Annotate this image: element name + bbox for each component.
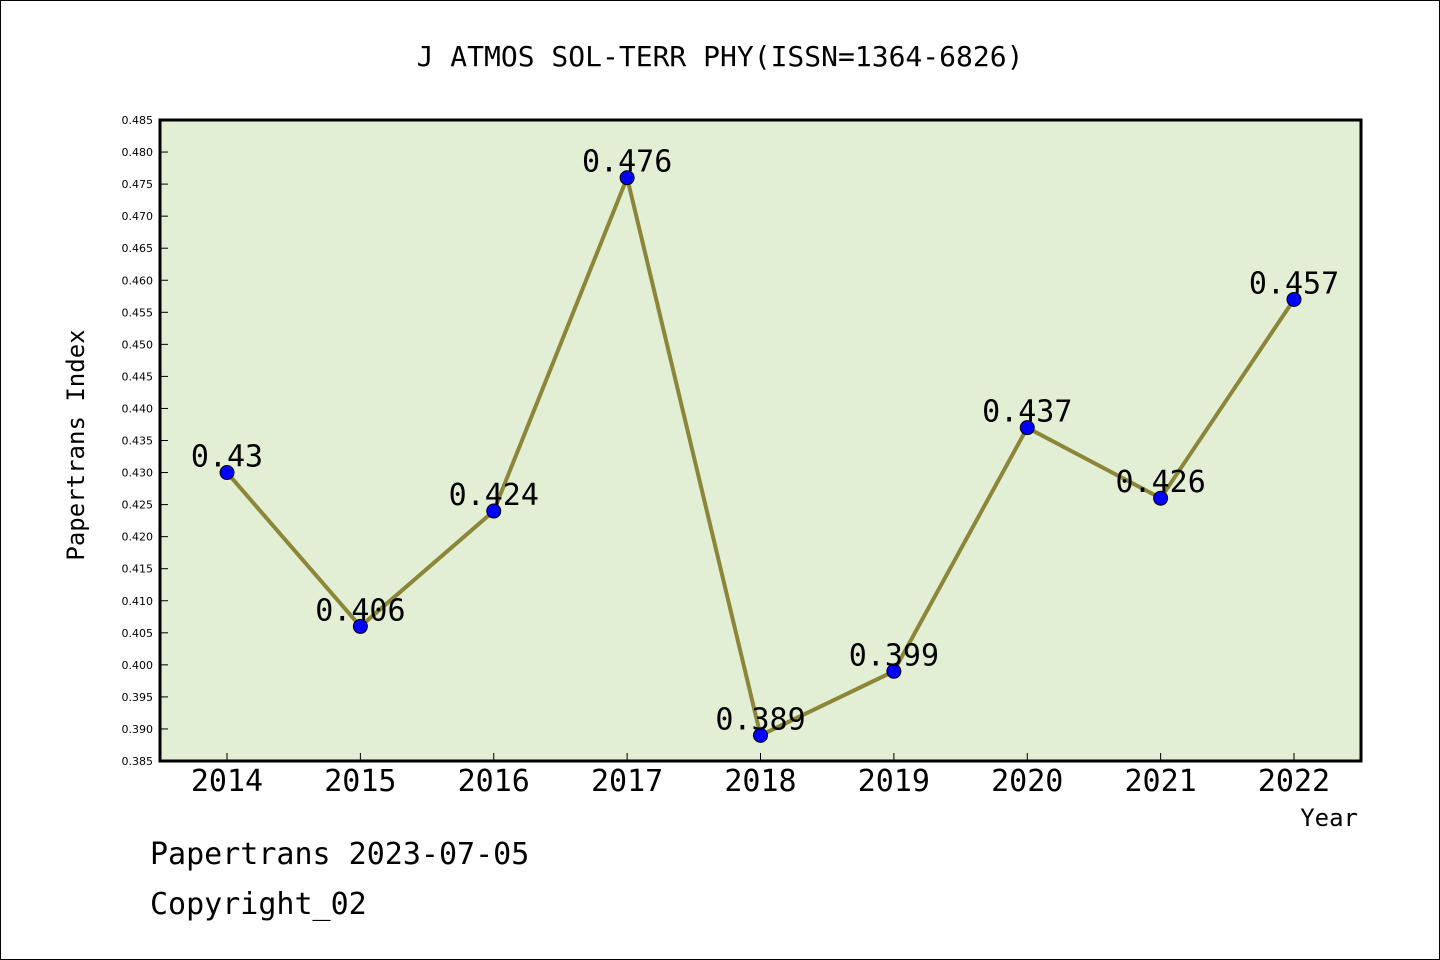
x-tick-label: 2017	[591, 764, 663, 799]
x-tick-label: 2020	[991, 764, 1063, 799]
data-point	[1153, 490, 1169, 506]
plot-frame	[158, 118, 1363, 763]
y-tick-label: 0.445	[122, 370, 154, 383]
footer-copyright: Copyright_02	[150, 887, 367, 922]
x-tick-label: 2021	[1125, 764, 1197, 799]
data-point	[219, 465, 235, 481]
x-axis-label: Year	[1300, 804, 1358, 832]
x-axis: 2014 2015 2016 2017 2018 2019 2020 2021 2022	[191, 753, 1330, 799]
y-tick-label: 0.460	[122, 274, 154, 287]
x-tick-label: 2019	[858, 764, 930, 799]
y-tick-label: 0.455	[122, 306, 154, 319]
data-label: 0.43	[191, 440, 263, 475]
data-label: 0.437	[982, 395, 1072, 430]
y-tick-label: 0.475	[122, 178, 154, 191]
y-tick-label: 0.425	[122, 499, 154, 512]
y-tick-label: 0.410	[122, 595, 154, 608]
x-tick-label: 2015	[324, 764, 396, 799]
footer-date: Papertrans 2023-07-05	[150, 837, 529, 872]
plot-area	[160, 120, 1361, 761]
data-label: 0.476	[582, 145, 672, 180]
x-tick-label: 2018	[724, 764, 796, 799]
y-tick-label: 0.390	[122, 723, 154, 736]
y-tick-label: 0.405	[122, 627, 154, 640]
data-point	[352, 618, 368, 634]
data-label: 0.426	[1115, 465, 1205, 500]
data-label: 0.457	[1249, 266, 1339, 301]
data-label: 0.424	[449, 478, 539, 513]
data-point	[486, 503, 502, 519]
chart-title: J ATMOS SOL-TERR PHY(ISSN=1364-6826)	[417, 40, 1024, 73]
y-tick-label: 0.400	[122, 659, 154, 672]
y-tick-label: 0.485	[122, 114, 154, 127]
y-tick-label: 0.420	[122, 531, 154, 544]
x-tick-label: 2014	[191, 764, 263, 799]
data-point	[1019, 420, 1035, 436]
data-point	[886, 663, 902, 679]
y-tick-label: 0.430	[122, 467, 154, 480]
y-tick-label: 0.470	[122, 210, 154, 223]
data-labels: 0.43 0.406 0.424 0.476 0.389 0.399 0.437 0.426 0…	[191, 145, 1339, 738]
y-tick-label: 0.465	[122, 242, 154, 255]
data-point	[619, 170, 635, 186]
y-tick-label: 0.435	[122, 435, 154, 448]
data-point	[753, 727, 768, 743]
y-tick-label: 0.415	[122, 563, 154, 576]
data-label: 0.389	[715, 702, 805, 737]
y-tick-label: 0.395	[122, 691, 154, 704]
y-tick-label: 0.440	[122, 402, 154, 415]
x-tick-label: 2022	[1258, 764, 1330, 799]
y-tick-label: 0.480	[122, 146, 154, 159]
data-label: 0.399	[849, 638, 939, 673]
data-label: 0.406	[315, 593, 405, 628]
y-tick-label: 0.450	[122, 338, 154, 351]
data-point	[1286, 291, 1302, 307]
data-points	[219, 170, 1302, 743]
y-tick-label: 0.385	[122, 755, 154, 768]
y-axis: 0.385 0.390 0.395 0.400 0.405 0.410 0.415 0.420…	[122, 114, 168, 768]
y-axis-label: Papertrans Index	[62, 329, 90, 560]
x-tick-label: 2016	[458, 764, 530, 799]
